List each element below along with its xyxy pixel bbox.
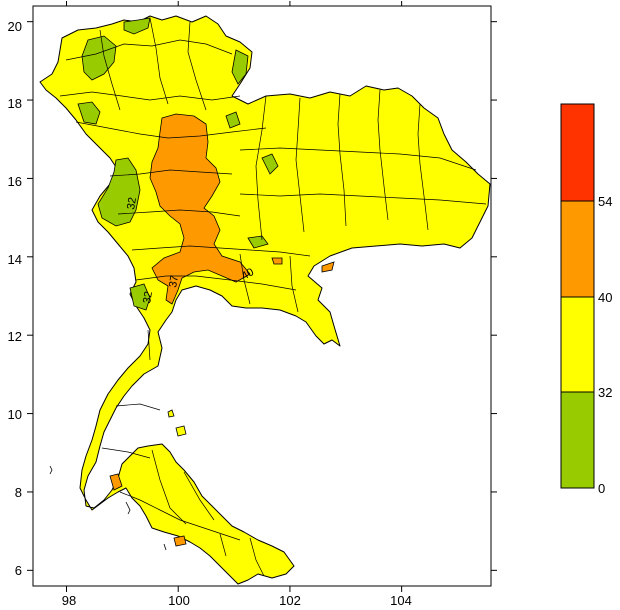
zone-40-54 [271, 257, 283, 265]
legend-swatch-40-54 [560, 200, 595, 298]
land-mainland [39, 15, 491, 585]
axis-ticks [27, 1, 497, 592]
x-tick-label: 98 [62, 593, 76, 608]
y-tick-label: 14 [8, 252, 22, 267]
contour-label: 37 [167, 274, 181, 288]
y-tick-label: 6 [15, 563, 22, 578]
zone-below-32 [77, 101, 101, 125]
zone-40-54 [109, 473, 123, 491]
island [163, 543, 167, 551]
zone-below-32 [247, 235, 269, 249]
legend-swatch-32-40 [560, 296, 595, 393]
legend-label: 0 [598, 481, 605, 496]
zone-below-32 [123, 17, 151, 35]
x-tick-label: 104 [390, 593, 412, 608]
y-tick-label: 20 [8, 19, 22, 34]
zone-below-32 [129, 283, 151, 311]
zone-below-32 [231, 49, 249, 85]
y-tick-label: 16 [8, 174, 22, 189]
zone-below-32 [225, 111, 241, 129]
y-tick-label: 10 [8, 407, 22, 422]
legend-swatch-0-32 [560, 391, 595, 489]
island [167, 409, 175, 418]
y-tick-label: 12 [8, 329, 22, 344]
island [49, 465, 53, 475]
legend-swatch-54-plus [560, 103, 595, 202]
y-tick-label: 18 [8, 96, 22, 111]
x-tick-label: 100 [168, 593, 190, 608]
island [175, 425, 187, 437]
zone-40-54 [173, 535, 187, 547]
legend-label: 40 [598, 290, 612, 305]
province-boundaries [59, 17, 487, 577]
x-tick-label: 102 [279, 593, 301, 608]
contour-label: 40 [240, 266, 257, 283]
zone-40-54 [149, 113, 251, 305]
contour-label: 32 [141, 290, 155, 304]
zone-40-54 [321, 261, 335, 273]
island [125, 501, 131, 515]
contour-label: 32 [125, 196, 139, 210]
y-tick-label: 8 [15, 485, 22, 500]
axis-tick-labels: 98 100 102 104 6 8 10 12 14 16 18 20 [8, 19, 412, 608]
legend-colorbar: 0 32 40 54 [560, 103, 612, 496]
legend-label: 54 [598, 194, 612, 209]
zone-below-32 [261, 153, 279, 175]
legend-label: 32 [598, 385, 612, 400]
